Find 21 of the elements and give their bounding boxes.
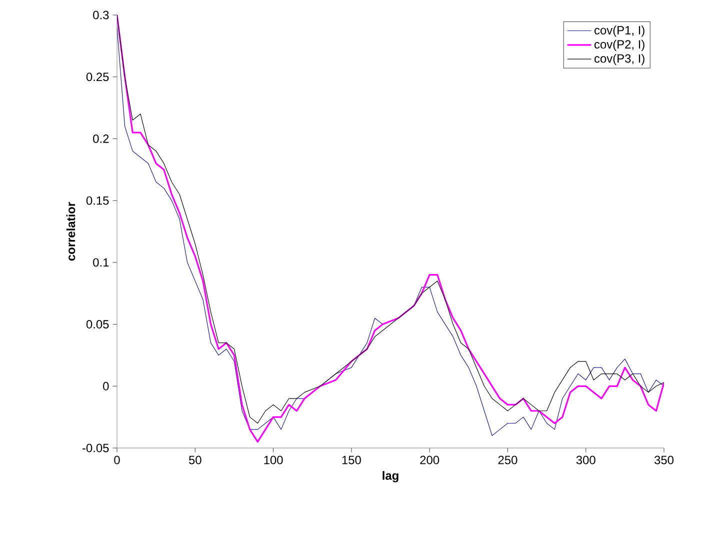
- y-tick-label: 0.2: [93, 134, 109, 143]
- x-tick-label: 250: [498, 456, 518, 464]
- y-axis-title: correlatior: [66, 202, 76, 261]
- legend-label: cov(P2, I): [594, 40, 644, 51]
- x-tick-label: 50: [188, 456, 202, 464]
- y-tick-label: 0.3: [93, 10, 109, 20]
- legend-label: cov(P3, I): [594, 54, 644, 66]
- y-tick-label: -0.05: [82, 444, 109, 452]
- x-axis-title: lag: [382, 471, 398, 482]
- x-tick-label: 200: [420, 456, 440, 464]
- legend-label: cov(P1, I): [594, 26, 644, 37]
- x-tick-label: 100: [264, 456, 283, 464]
- y-tick-label: 0.05: [86, 320, 109, 329]
- x-tick-label: 350: [654, 456, 674, 464]
- x-tick-label: 300: [576, 456, 596, 464]
- y-tick-label: 0: [103, 382, 109, 390]
- y-tick-label: 0.1: [93, 258, 109, 267]
- y-tick-label: 0.25: [86, 72, 109, 82]
- x-tick-label: 0: [114, 456, 120, 464]
- x-tick-label: 150: [342, 456, 361, 464]
- y-tick-label: 0.15: [86, 196, 109, 205]
